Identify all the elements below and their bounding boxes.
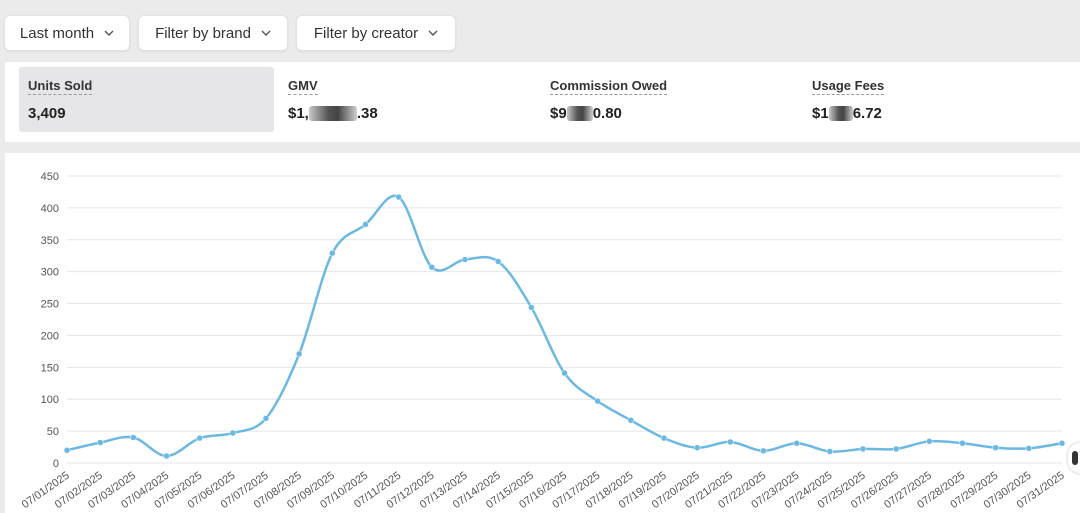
data-point: [329, 249, 336, 257]
creator-filter-dropdown[interactable]: Filter by creator: [296, 15, 456, 51]
y-tick-label: 300: [41, 267, 59, 279]
data-point: [196, 434, 203, 442]
metric-label: Commission Owed: [550, 78, 668, 95]
y-tick-label: 50: [47, 426, 59, 438]
metric-value: $1, .38: [288, 105, 378, 122]
metrics-bar: Units Sold 3,409 GMV $1, .38 Commission O…: [5, 62, 1080, 143]
chevron-down-icon: [428, 30, 438, 36]
data-point: [793, 439, 800, 447]
chevron-down-icon: [261, 30, 271, 36]
metric-value: $9 0.80: [550, 105, 622, 122]
data-point: [163, 452, 170, 460]
metric-label: Units Sold: [28, 78, 93, 95]
data-point: [1025, 445, 1033, 452]
data-point: [494, 258, 502, 265]
data-point: [130, 434, 137, 441]
y-tick-label: 400: [41, 203, 59, 215]
line-chart: 05010015020025030035040045007/01/202507/…: [20, 171, 1067, 511]
data-point: [362, 221, 369, 228]
y-tick-label: 0: [53, 458, 59, 470]
data-point: [1058, 439, 1066, 447]
data-point: [627, 417, 635, 424]
data-point: [693, 444, 701, 451]
metric-commission-owed-tab[interactable]: Commission Owed $9 0.80: [550, 67, 790, 132]
y-tick-label: 200: [41, 330, 59, 342]
side-panel-handle[interactable]: [1068, 443, 1080, 473]
metric-value: 3,409: [28, 105, 66, 122]
metric-label: GMV: [288, 78, 318, 95]
redacted-blur: [828, 106, 853, 121]
y-tick-label: 450: [41, 171, 59, 183]
data-point: [262, 415, 270, 422]
brand-filter-dropdown[interactable]: Filter by brand: [138, 15, 288, 51]
data-point: [926, 438, 933, 445]
data-point: [63, 446, 71, 454]
data-point: [727, 438, 734, 446]
creator-filter-label: Filter by creator: [313, 24, 419, 42]
data-point: [295, 350, 303, 358]
brand-filter-label: Filter by brand: [155, 24, 251, 42]
period-dropdown[interactable]: Last month: [4, 15, 130, 51]
metric-label: Usage Fees: [812, 78, 885, 95]
metric-value: $1 6.72: [812, 105, 882, 122]
data-point: [428, 263, 436, 271]
metric-usage-fees-tab[interactable]: Usage Fees $1 6.72: [812, 67, 1052, 132]
data-point: [461, 256, 469, 263]
data-point: [892, 445, 900, 453]
data-point: [760, 447, 767, 455]
data-point: [395, 193, 402, 201]
redacted-blur: [308, 106, 357, 121]
data-point: [96, 439, 104, 446]
y-tick-label: 150: [41, 362, 59, 374]
redacted-blur: [566, 106, 593, 121]
metric-gmv-tab[interactable]: GMV $1, .38: [288, 67, 528, 132]
data-point: [959, 439, 966, 447]
data-point: [229, 429, 237, 437]
units-sold-chart: 0 50 100 150 200 250 300 350 400 450 07/01/2025 07/…: [5, 153, 1080, 513]
data-point: [528, 304, 535, 311]
y-tick-label: 100: [41, 394, 59, 406]
period-label: Last month: [19, 24, 95, 42]
filter-bar: Last month Filter by brand Filter by cre…: [0, 0, 1080, 62]
chevron-down-icon: [104, 30, 114, 36]
data-point: [992, 444, 999, 451]
y-tick-label: 350: [41, 235, 59, 247]
data-point: [660, 434, 668, 442]
series-line: [66, 194, 1063, 458]
metric-units-sold-tab[interactable]: Units Sold 3,409: [19, 67, 274, 132]
data-point: [594, 397, 601, 405]
data-point: [826, 448, 834, 455]
data-point: [859, 445, 867, 453]
data-point: [561, 369, 568, 377]
y-tick-label: 250: [41, 299, 59, 311]
